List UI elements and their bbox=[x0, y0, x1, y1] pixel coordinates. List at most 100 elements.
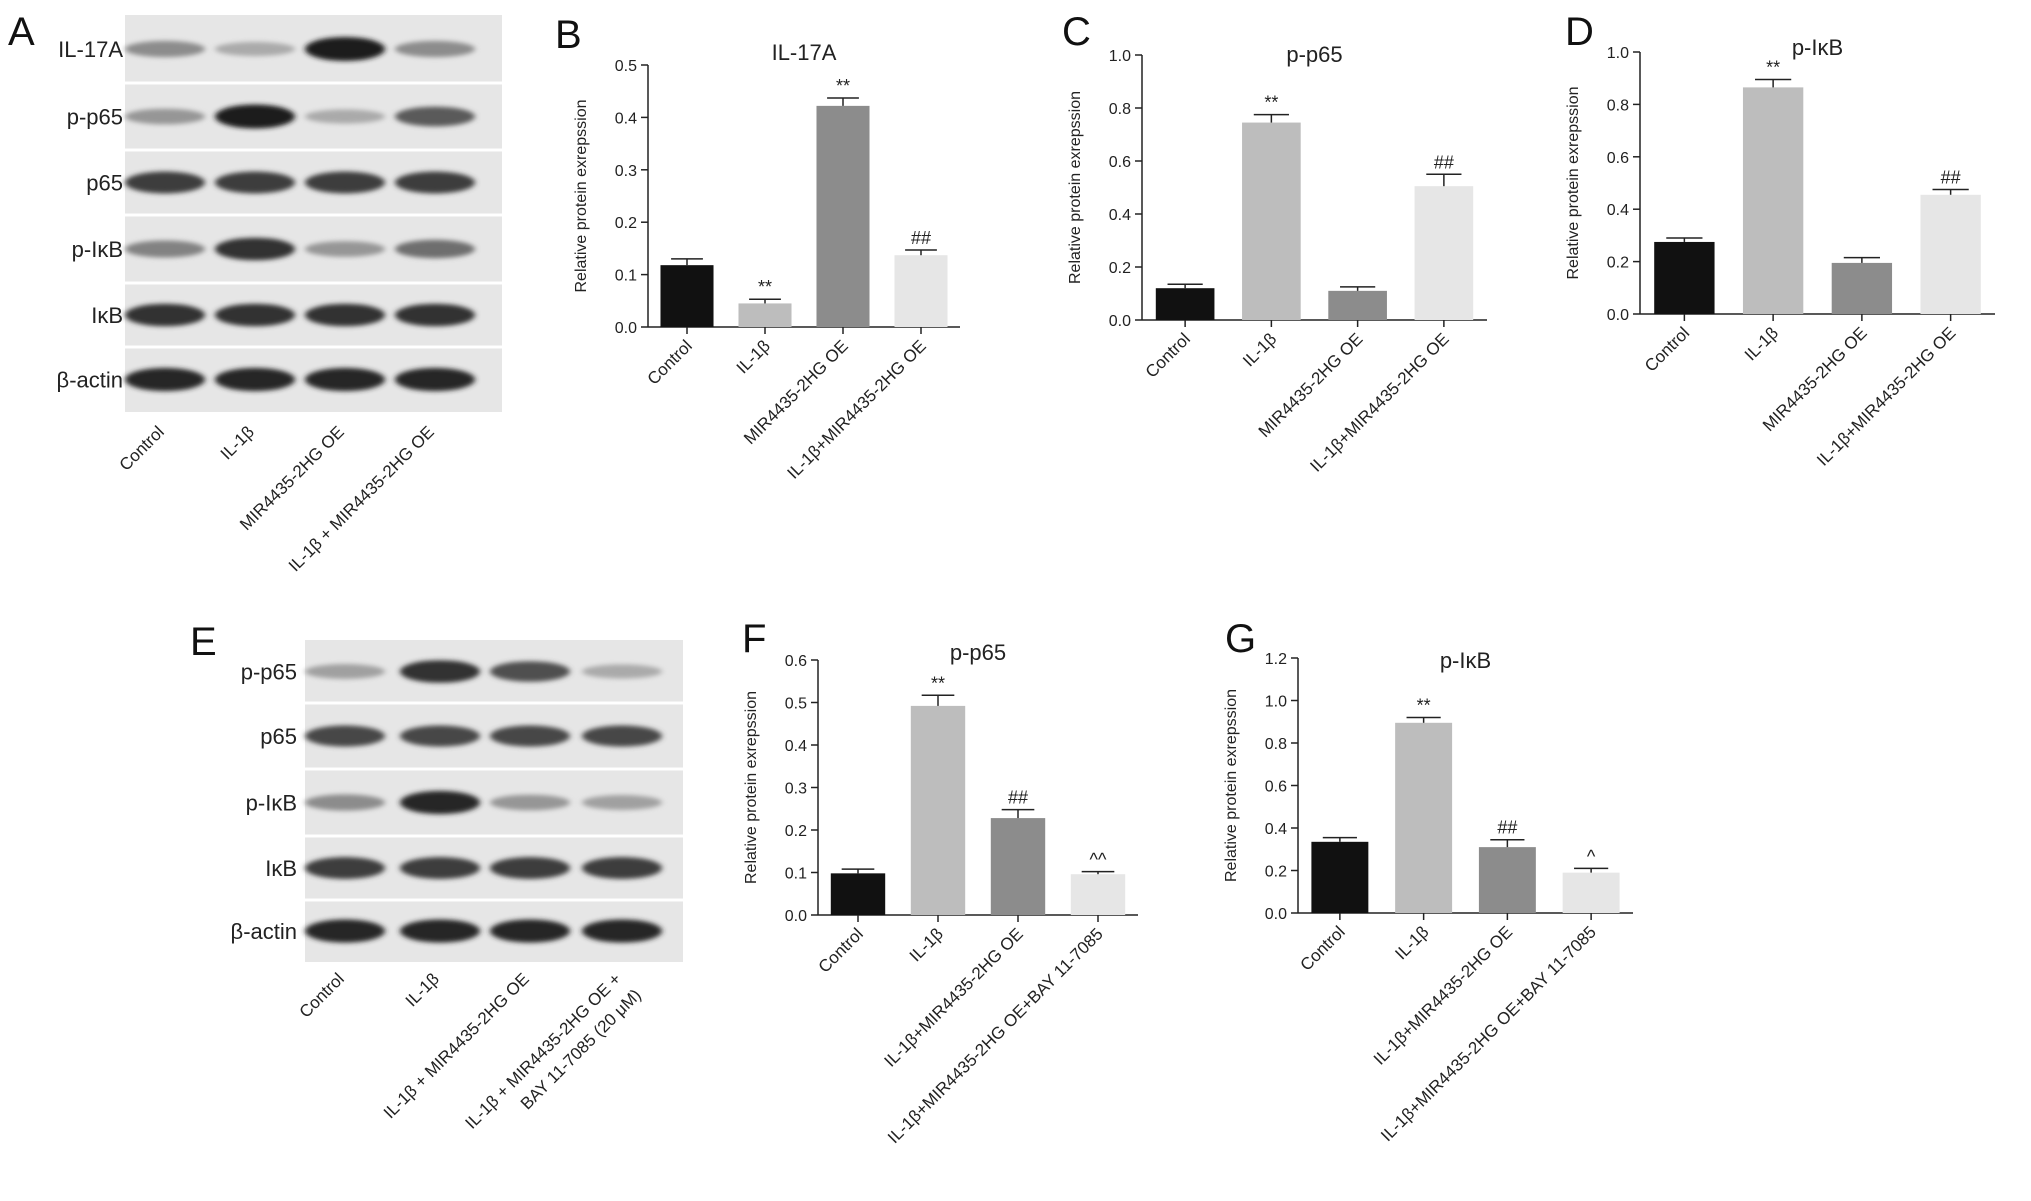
y-tick-label: 0.0 bbox=[785, 908, 807, 925]
y-tick-label: 0.1 bbox=[785, 866, 807, 883]
blot-band bbox=[215, 41, 295, 57]
blot-band bbox=[490, 661, 570, 682]
y-tick-label: 1.0 bbox=[1265, 694, 1287, 711]
blot-band bbox=[395, 171, 475, 194]
y-tick-label: 0.8 bbox=[1265, 736, 1287, 753]
blot-row-label: p-p65 bbox=[241, 660, 297, 685]
y-axis-label: Relative protein exrepssion bbox=[573, 100, 590, 293]
y-tick-label: 0.6 bbox=[1607, 150, 1629, 167]
blot-band bbox=[305, 857, 385, 879]
blot-lane-label: IL-1β bbox=[402, 969, 443, 1010]
bar bbox=[1562, 872, 1620, 913]
bar-chart-f: p-p65 0.0 0.1 0.2 0.3 0.4 0.5 0.6 Relative prote… bbox=[743, 640, 1138, 1147]
bar bbox=[1831, 262, 1893, 314]
blot-band bbox=[305, 109, 385, 124]
y-tick-label: 0.4 bbox=[615, 110, 637, 127]
bar bbox=[894, 255, 948, 327]
y-tick-label: 0.5 bbox=[615, 58, 637, 75]
blot-band bbox=[215, 303, 295, 327]
bar bbox=[1155, 288, 1215, 320]
blot-row-label: p-IκB bbox=[246, 791, 297, 816]
y-tick-label: 0.4 bbox=[785, 738, 807, 755]
category-label: Control bbox=[1297, 922, 1349, 974]
category-label: Control bbox=[644, 336, 696, 388]
y-axis-label: Relative protein exrepssion bbox=[743, 691, 760, 884]
blot-band bbox=[125, 367, 205, 392]
y-tick-label: 0.5 bbox=[785, 696, 807, 713]
panel-letter-g: G bbox=[1225, 617, 1256, 661]
category-label: IL-1β bbox=[1239, 329, 1280, 370]
blot-band bbox=[400, 857, 480, 879]
bar bbox=[816, 105, 870, 327]
category-label: IL-1β bbox=[906, 924, 947, 965]
blot-band bbox=[395, 303, 475, 327]
category-label: IL-1β+MIR4435-2HG OE bbox=[881, 924, 1027, 1070]
chart-title: p-IκB bbox=[1792, 35, 1843, 60]
chart-title: p-p65 bbox=[950, 640, 1006, 665]
blot-band bbox=[125, 40, 205, 58]
blot-band bbox=[125, 108, 205, 125]
blot-band bbox=[582, 919, 662, 943]
bar-chart-d: p-IκB 0.0 0.2 0.4 0.6 0.8 1.0 Relative protein … bbox=[1565, 35, 1995, 470]
significance-label: ## bbox=[1008, 788, 1028, 808]
blot-band bbox=[582, 857, 662, 879]
blot-row-label: p65 bbox=[260, 724, 297, 749]
bar bbox=[910, 705, 966, 915]
bar-chart-c: p-p65 0.0 0.2 0.4 0.6 0.8 1.0 Relative protein … bbox=[1067, 42, 1487, 476]
western-blot-e: p-p65 p65 p-IκB IκB β-actin Control IL-1β IL-1β… bbox=[231, 640, 683, 1133]
y-axis-label: Relative protein exrepssion bbox=[1565, 87, 1582, 280]
bar bbox=[1920, 194, 1981, 314]
blot-band bbox=[490, 725, 570, 747]
y-tick-label: 0.8 bbox=[1607, 97, 1629, 114]
bar bbox=[1478, 847, 1536, 913]
panel-letter-b: B bbox=[555, 13, 582, 57]
blot-band bbox=[582, 664, 662, 679]
blot-row-label: β-actin bbox=[231, 919, 297, 944]
bar-chart-g: p-IκB 0.0 0.2 0.4 0.6 0.8 1.0 1.2 Relative prote… bbox=[1223, 648, 1633, 1145]
blot-band bbox=[125, 240, 205, 258]
y-tick-label: 0.2 bbox=[615, 215, 637, 232]
category-label: IL-1β+MIR4435-2HG OE bbox=[1306, 329, 1452, 475]
bar bbox=[1242, 122, 1301, 320]
y-tick-label: 0.2 bbox=[1607, 255, 1629, 272]
blot-row-label: IκB bbox=[91, 303, 123, 328]
panel-letter-a: A bbox=[8, 10, 35, 54]
blot-band bbox=[305, 664, 385, 679]
western-blot-a: IL-17A p-p65 p65 p-IκB IκB β-actin Control IL-1… bbox=[57, 15, 502, 575]
y-tick-label: 0.2 bbox=[785, 823, 807, 840]
blot-band bbox=[215, 104, 295, 129]
significance-label: ## bbox=[1941, 168, 1961, 188]
bar-chart-b: IL-17A 0.0 0.1 0.2 0.3 0.4 0.5 Relative protein… bbox=[573, 40, 960, 483]
blot-lane-label: IL-1β + MIR4435-2HG OE + bbox=[461, 969, 624, 1132]
blot-band bbox=[215, 367, 295, 392]
y-tick-label: 0.1 bbox=[615, 268, 637, 285]
bar bbox=[660, 265, 714, 327]
significance-label: ** bbox=[836, 76, 850, 96]
blot-band bbox=[305, 171, 385, 194]
y-tick-label: 0.3 bbox=[615, 163, 637, 180]
blot-lane-label: Control bbox=[116, 422, 168, 474]
blot-lane-label: Control bbox=[296, 969, 348, 1021]
significance-label: ** bbox=[1264, 93, 1278, 113]
significance-label: ## bbox=[1434, 152, 1454, 172]
category-label: Control bbox=[815, 924, 867, 976]
blot-row-label: IκB bbox=[265, 856, 297, 881]
y-tick-label: 0.8 bbox=[1109, 101, 1131, 118]
category-label: Control bbox=[1142, 329, 1194, 381]
category-label: Control bbox=[1641, 323, 1693, 375]
panel-letter-c: C bbox=[1062, 10, 1091, 54]
blot-band bbox=[305, 37, 385, 61]
y-tick-label: 0.4 bbox=[1109, 207, 1131, 224]
panel-letter-e: E bbox=[190, 620, 217, 664]
y-tick-label: 0.0 bbox=[1607, 307, 1629, 324]
blot-band bbox=[395, 40, 475, 58]
blot-band bbox=[305, 367, 385, 392]
y-tick-label: 0.0 bbox=[1265, 906, 1287, 923]
y-axis-label: Relative protein exrepssion bbox=[1067, 91, 1084, 284]
blot-band bbox=[395, 106, 475, 127]
blot-band bbox=[305, 725, 385, 747]
bar bbox=[1395, 722, 1453, 913]
blot-band bbox=[305, 241, 385, 257]
y-tick-label: 0.4 bbox=[1607, 202, 1629, 219]
